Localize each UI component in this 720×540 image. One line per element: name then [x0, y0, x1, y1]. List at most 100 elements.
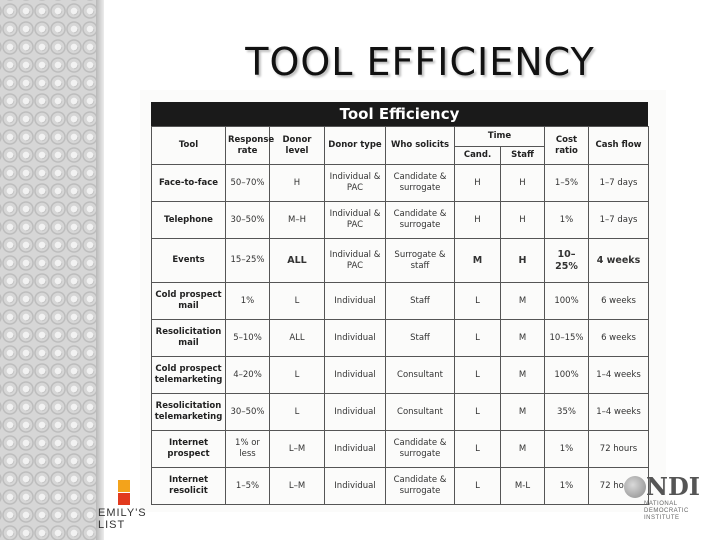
cell-cost-ratio: 100% [544, 356, 589, 394]
cell-tool: Events [151, 238, 226, 283]
cell-donor-level: L–M [269, 467, 325, 505]
cell-time-staff: M [500, 356, 545, 394]
cell-cost-ratio: 1% [544, 467, 589, 505]
cell-donor-level: L [269, 282, 325, 320]
cell-who-solicits: Surrogate & staff [385, 238, 455, 283]
cell-who-solicits: Consultant [385, 393, 455, 431]
cell-time-staff: H [500, 164, 545, 202]
cell-donor-level: H [269, 164, 325, 202]
cell-cost-ratio: 10–25% [544, 238, 589, 283]
table-row: Cold prospect telemarketing 4–20% L Individ… [151, 356, 649, 394]
ndi-logo-subtitle: NATIONAL DEMOCRATIC INSTITUTE [644, 501, 689, 521]
cell-tool: Cold prospect mail [151, 282, 226, 320]
cell-cash-flow: 1–4 weeks [588, 356, 649, 394]
cell-time-staff: H [500, 201, 545, 239]
cell-response-rate: 50–70% [225, 164, 270, 202]
cell-tool: Cold prospect telemarketing [151, 356, 226, 394]
table-row: Resolicitation telemarketing 30–50% L Indiv… [151, 393, 649, 431]
cell-time-cand: L [454, 319, 501, 357]
header-cash-flow: Cash flow [588, 126, 649, 165]
cell-time-cand: L [454, 430, 501, 468]
cell-donor-type: Individual [324, 282, 386, 320]
tool-efficiency-table-image: Tool Efficiency Tool Response rate Donor… [140, 90, 666, 512]
cell-time-staff: M [500, 393, 545, 431]
cell-donor-type: Individual & PAC [324, 164, 386, 202]
cell-time-staff: M-L [500, 467, 545, 505]
table-row: Events 15–25% ALL Individual & PAC Surrogate… [151, 238, 649, 283]
cell-cost-ratio: 1–5% [544, 164, 589, 202]
cell-who-solicits: Candidate & surrogate [385, 430, 455, 468]
tool-efficiency-table: Tool Response rate Donor level Donor typ… [151, 126, 649, 505]
cell-donor-level: L–M [269, 430, 325, 468]
cell-cash-flow: 6 weeks [588, 282, 649, 320]
cell-cost-ratio: 1% [544, 430, 589, 468]
cell-tool: Telephone [151, 201, 226, 239]
header-response-rate: Response rate [225, 126, 274, 165]
ndi-logo: NDI NATIONAL DEMOCRATIC INSTITUTE [622, 472, 712, 528]
table-title: Tool Efficiency [151, 102, 648, 126]
emily-logo-text: EMILY'S LIST [98, 507, 147, 531]
cell-cash-flow: 1–7 days [588, 164, 649, 202]
cell-who-solicits: Candidate & surrogate [385, 164, 455, 202]
cell-donor-type: Individual [324, 430, 386, 468]
cell-donor-type: Individual & PAC [324, 238, 386, 283]
cell-response-rate: 30–50% [225, 393, 270, 431]
cell-tool: Resolicitation mail [151, 319, 226, 357]
cell-donor-level: L [269, 393, 325, 431]
emily-logo-square-top [118, 480, 130, 492]
header-cost-ratio: Cost ratio [544, 126, 589, 165]
cell-cash-flow: 1–4 weeks [588, 393, 649, 431]
cell-response-rate: 15–25% [225, 238, 270, 283]
table-row: Face-to-face 50–70% H Individual & PAC Candi… [151, 164, 649, 202]
cell-response-rate: 4–20% [225, 356, 270, 394]
header-staff: Staff [500, 146, 545, 165]
table-row: Internet prospect 1% or less L–M Individual… [151, 430, 649, 468]
cell-who-solicits: Consultant [385, 356, 455, 394]
cell-time-cand: M [454, 238, 501, 283]
cell-time-staff: M [500, 319, 545, 357]
cell-donor-level: M–H [269, 201, 325, 239]
cell-time-staff: M [500, 282, 545, 320]
emilys-list-logo: EMILY'S LIST [98, 478, 147, 538]
cell-donor-type: Individual & PAC [324, 201, 386, 239]
cell-who-solicits: Staff [385, 319, 455, 357]
emily-logo-square-bottom [118, 493, 130, 505]
cell-cash-flow: 1–7 days [588, 201, 649, 239]
cell-tool: Internet resolicit [151, 467, 226, 505]
table-row: Cold prospect mail 1% L Individual Staff L M 10… [151, 282, 649, 320]
header-who-solicits: Who solicits [385, 126, 455, 165]
cell-time-cand: H [454, 201, 501, 239]
ndi-logo-mark: NDI [646, 472, 700, 501]
cell-cost-ratio: 35% [544, 393, 589, 431]
cell-donor-level: L [269, 356, 325, 394]
cell-cash-flow: 4 weeks [588, 238, 649, 283]
cell-who-solicits: Staff [385, 282, 455, 320]
cell-cost-ratio: 10–15% [544, 319, 589, 357]
cell-time-cand: L [454, 467, 501, 505]
cell-time-cand: L [454, 356, 501, 394]
cell-response-rate: 1% or less [225, 430, 270, 468]
cell-tool: Resolicitation telemarketing [151, 393, 226, 431]
cell-response-rate: 5–10% [225, 319, 270, 357]
cell-cash-flow: 72 hours [588, 430, 649, 468]
table-row: Resolicitation mail 5–10% ALL Individual Sta… [151, 319, 649, 357]
table-row: Telephone 30–50% M–H Individual & PAC Candid… [151, 201, 649, 239]
header-tool: Tool [151, 126, 226, 165]
cell-time-cand: L [454, 393, 501, 431]
cell-response-rate: 30–50% [225, 201, 270, 239]
cell-cash-flow: 6 weeks [588, 319, 649, 357]
cell-cost-ratio: 1% [544, 201, 589, 239]
cell-donor-level: ALL [269, 319, 325, 357]
cell-who-solicits: Candidate & surrogate [385, 201, 455, 239]
table-row: Internet resolicit 1–5% L–M Individual Candi… [151, 467, 649, 505]
header-donor-level: Donor level [269, 126, 325, 165]
cell-time-staff: M [500, 430, 545, 468]
cell-who-solicits: Candidate & surrogate [385, 467, 455, 505]
cell-donor-type: Individual [324, 319, 386, 357]
header-donor-type: Donor type [324, 126, 386, 165]
cell-tool: Internet prospect [151, 430, 226, 468]
cell-donor-type: Individual [324, 467, 386, 505]
cell-donor-type: Individual [324, 356, 386, 394]
slide-title: TOOL EFFICIENCY [245, 40, 595, 84]
cell-time-cand: H [454, 164, 501, 202]
